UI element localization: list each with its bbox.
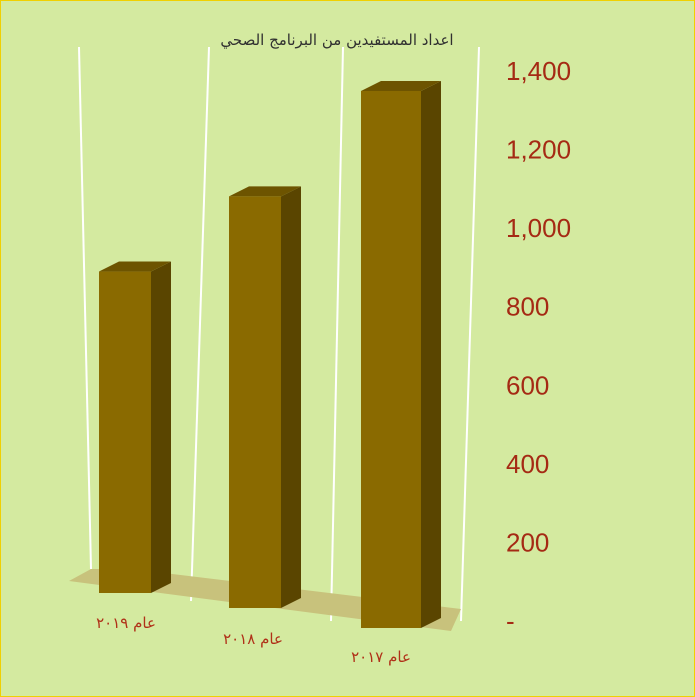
bar-2018-side: [281, 186, 301, 608]
x-axis-labels: عام ٢٠١٩ عام ٢٠١٨ عام ٢٠١٧: [96, 614, 411, 666]
chart-walls: [78, 46, 480, 622]
category-label-2018: عام ٢٠١٨: [223, 630, 283, 648]
wall-line-left: [78, 46, 92, 570]
y-tick-800: 800: [506, 292, 549, 322]
bar-2017: [361, 80, 441, 628]
bar-2019-side: [151, 261, 171, 593]
bar-2018-top: [229, 186, 301, 197]
chart-title: اعداد المستفيدين من البرنامج الصحي: [220, 31, 453, 50]
bar-2019: [99, 261, 171, 593]
y-tick-400: 400: [506, 449, 549, 479]
bar-2017-top: [361, 80, 441, 91]
bar-2017-side: [421, 80, 441, 628]
wall-line-mid-1: [190, 46, 210, 602]
category-label-2019: عام ٢٠١٩: [96, 614, 156, 632]
y-tick-1000: 1,000: [506, 213, 571, 243]
y-tick-1200: 1,200: [506, 135, 571, 165]
wall-line-mid-2: [330, 46, 344, 622]
bar-2018-front: [229, 196, 281, 608]
bar-2018: [229, 186, 301, 608]
y-tick-1400: 1,400: [506, 56, 571, 86]
y-tick-600: 600: [506, 370, 549, 400]
bar-2017-front: [361, 90, 421, 628]
bar-2019-top: [99, 261, 171, 272]
category-label-2017: عام ٢٠١٧: [351, 648, 411, 666]
bars-group: [99, 80, 441, 628]
y-tick-0: -: [506, 606, 515, 636]
bar-2019-front: [99, 271, 151, 593]
wall-line-right: [460, 46, 480, 622]
y-tick-200: 200: [506, 527, 549, 557]
y-axis-ticks: - 200 400 600 800 1,000 1,200 1,400: [506, 56, 571, 636]
